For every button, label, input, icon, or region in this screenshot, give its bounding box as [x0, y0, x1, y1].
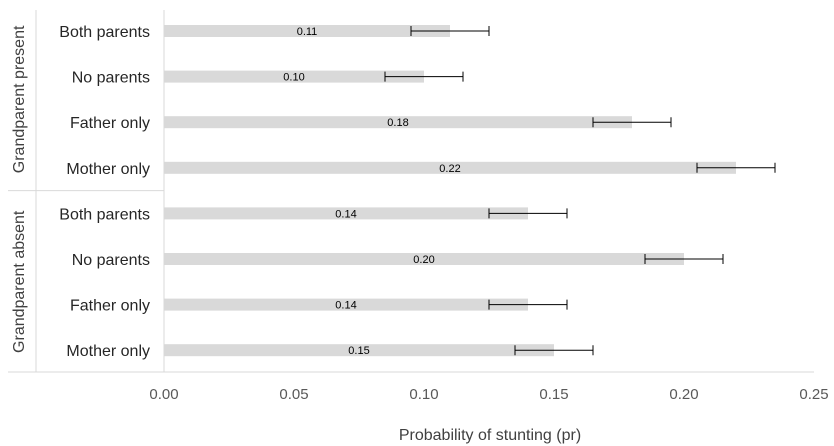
x-tick-label: 0.20 [669, 386, 698, 403]
chart-marks: 0.00 0.05 0.10 0.15 0.20 0.25 Both parents 0.11… [8, 10, 829, 403]
bar [164, 70, 424, 83]
bar-value-label: 0.11 [297, 26, 318, 38]
category-label: Both parents [59, 24, 150, 41]
category-label: No parents [72, 70, 150, 87]
category-label: Father only [70, 115, 150, 132]
bar-value-label: 0.22 [439, 163, 460, 175]
bar-value-label: 0.14 [335, 300, 356, 312]
bar [164, 116, 632, 129]
group-label: Grandparent absent [11, 210, 28, 353]
bar-value-label: 0.10 [283, 72, 304, 84]
category-label: Mother only [66, 161, 150, 178]
bar [164, 344, 554, 357]
category-label: No parents [72, 252, 150, 269]
bar-value-label: 0.14 [335, 208, 356, 220]
x-tick-label: 0.25 [799, 386, 828, 403]
category-label: Mother only [66, 343, 150, 360]
x-tick-label: 0.15 [539, 386, 568, 403]
bar-value-label: 0.15 [348, 345, 369, 357]
x-tick-label: 0.05 [279, 386, 308, 403]
category-label: Father only [70, 298, 150, 315]
group-label: Grandparent present [11, 25, 28, 173]
bar [164, 161, 736, 174]
bar [164, 253, 684, 265]
x-axis-title: Probability of stunting (pr) [399, 427, 581, 444]
x-tick-label: 0.00 [149, 386, 178, 403]
x-tick-label: 0.10 [409, 386, 438, 403]
bar-value-label: 0.18 [387, 117, 408, 129]
bar-value-label: 0.20 [413, 254, 434, 266]
bar [164, 207, 528, 220]
bar [164, 298, 528, 311]
bar [164, 25, 450, 37]
category-label: Both parents [59, 206, 150, 223]
